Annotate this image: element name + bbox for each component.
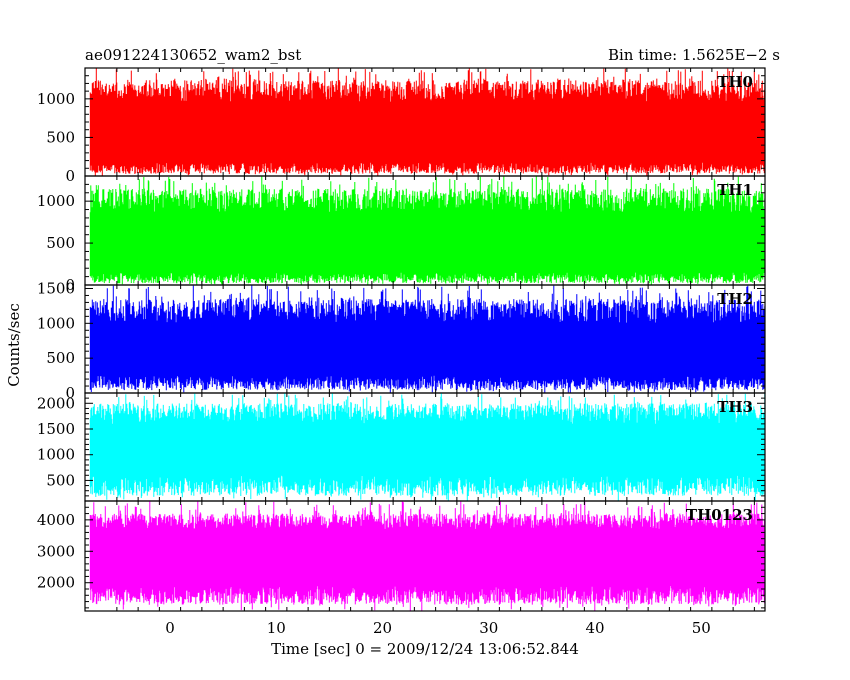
series-TH0: [89, 68, 766, 176]
series-TH0123: [89, 501, 766, 611]
xtick-label: 0: [165, 619, 175, 637]
series-TH2: [89, 285, 766, 393]
panel-label-TH2: TH2: [717, 290, 753, 308]
ytick-label: 4000: [37, 511, 75, 529]
ytick-label: 0: [65, 167, 75, 185]
panel-TH1: 0 500 1000 TH1: [37, 175, 766, 294]
ytick-label: 1000: [37, 314, 75, 332]
panel-label-TH3: TH3: [717, 398, 753, 416]
ytick-label: 2000: [37, 574, 75, 592]
xtick-label: 40: [585, 619, 604, 637]
ytick-label: 1000: [37, 90, 75, 108]
panel-label-TH0123: TH0123: [686, 506, 753, 524]
ytick-label: 500: [46, 471, 75, 489]
panel-TH0: 0 500 1000 TH0: [37, 67, 766, 185]
chart-title: ae091224130652_wam2_bst: [85, 46, 301, 64]
series-TH3: [89, 393, 766, 501]
ytick-label: 500: [46, 234, 75, 252]
panel-TH0123: 2000 3000 4000 TH0123: [37, 500, 766, 612]
ytick-label: 1000: [37, 192, 75, 210]
panel-TH2: 0 500 1000 1500 TH2: [37, 279, 766, 402]
panel-label-TH0: TH0: [717, 73, 753, 91]
xtick-label: 50: [692, 619, 711, 637]
ytick-label: 500: [46, 349, 75, 367]
panel-label-TH1: TH1: [717, 181, 753, 199]
series-TH1: [89, 176, 766, 285]
xtick-label: 10: [267, 619, 286, 637]
xtick-label: 30: [479, 619, 498, 637]
ytick-label: 1000: [37, 446, 75, 464]
ytick-label: 0: [65, 384, 75, 402]
panel-frame-TH0123: [84, 500, 766, 612]
ytick-label: 0: [65, 276, 75, 294]
ytick-label: 1500: [37, 420, 75, 438]
bin-time-label: Bin time: 1.5625E−2 s: [608, 46, 780, 64]
ytick-label: 3000: [37, 542, 75, 560]
ytick-label: 500: [46, 128, 75, 146]
xtick-label: 20: [373, 619, 392, 637]
x-axis-label: Time [sec] 0 = 2009/12/24 13:06:52.844: [271, 640, 579, 658]
panels: 0 500 1000 TH0 0 500 1000 TH1 0 500 1000 1500 TH2 500…: [37, 67, 766, 612]
panel-TH3: 500 1000 1500 2000 TH3: [37, 392, 766, 502]
ytick-label: 1500: [37, 279, 75, 297]
x-axis: 0 10 20 30 40 50: [165, 619, 711, 637]
ytick-label: 2000: [37, 394, 75, 412]
y-axis-label: Counts/sec: [5, 303, 23, 387]
